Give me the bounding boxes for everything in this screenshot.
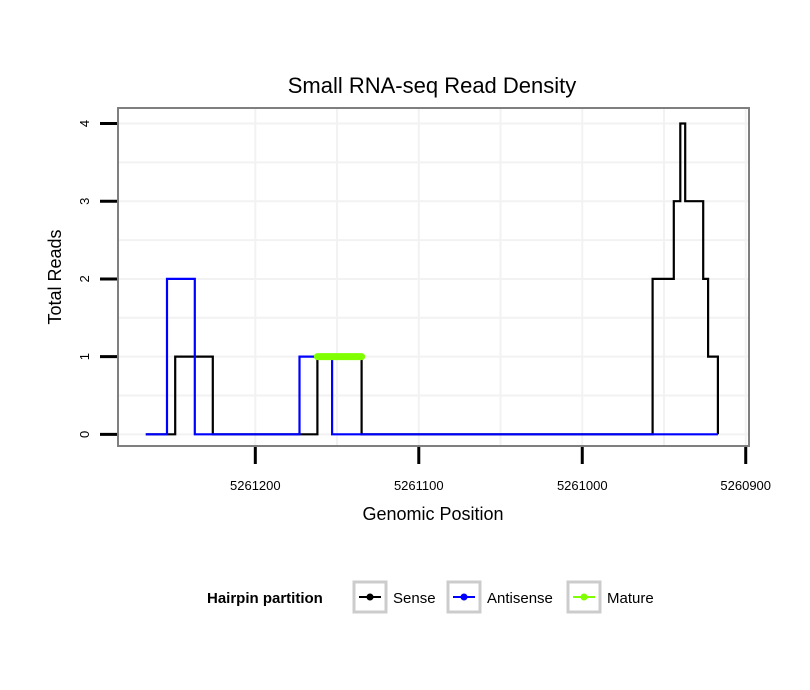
legend-label: Mature xyxy=(607,590,654,607)
legend-title: Hairpin partition xyxy=(207,590,323,607)
y-tick-label: 4 xyxy=(77,120,92,127)
legend-label: Sense xyxy=(393,590,436,607)
y-tick-label: 1 xyxy=(77,353,92,360)
x-tick-label: 5261100 xyxy=(394,478,444,493)
y-tick-label: 2 xyxy=(77,275,92,282)
legend-key-point xyxy=(366,593,374,601)
x-tick-label: 5261200 xyxy=(230,478,281,493)
y-tick-label: 0 xyxy=(77,431,92,438)
x-tick-label: 5261000 xyxy=(557,478,608,493)
series-group xyxy=(145,122,720,436)
legend-item-sense[interactable]: Sense xyxy=(352,580,436,614)
series-line-sense xyxy=(145,122,720,436)
legend-item-antisense[interactable]: Antisense xyxy=(446,580,553,614)
x-tick-label: 5260900 xyxy=(720,478,771,493)
plot-panel xyxy=(117,107,750,447)
y-axis-title: Total Reads xyxy=(45,229,65,324)
legend-item-mature[interactable]: Mature xyxy=(566,580,654,614)
chart-title: Small RNA-seq Read Density xyxy=(288,73,577,98)
legend-key-point xyxy=(580,593,588,601)
x-axis: 5261200 5261100 5261000 5260900 xyxy=(230,447,771,493)
legend: Hairpin partition Sense Antisense Mature xyxy=(207,580,654,614)
grid xyxy=(118,108,749,446)
y-axis: 0 1 2 3 4 xyxy=(77,120,117,438)
series-line-antisense xyxy=(145,277,718,436)
legend-key-point xyxy=(460,593,468,601)
legend-key xyxy=(566,580,602,614)
y-tick-label: 3 xyxy=(77,198,92,205)
x-axis-title: Genomic Position xyxy=(362,504,503,524)
legend-label: Antisense xyxy=(487,590,553,607)
